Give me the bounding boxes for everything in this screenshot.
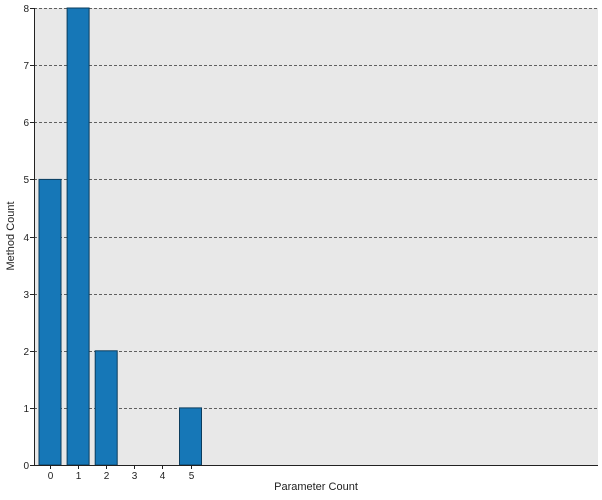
- x-tick-label: 5: [189, 471, 195, 482]
- y-tick-label: 6: [23, 118, 29, 129]
- y-tick-label: 0: [23, 461, 29, 472]
- x-tick-label: 4: [160, 471, 166, 482]
- x-axis-label: Parameter Count: [274, 481, 358, 493]
- grid-lines: [34, 8, 598, 409]
- y-tick-label: 3: [23, 290, 29, 301]
- y-tick-label: 4: [23, 233, 29, 244]
- y-axis-label: Method Count: [5, 201, 17, 270]
- plot-background: [34, 8, 598, 465]
- bar: [66, 7, 90, 466]
- y-tick-label: 2: [23, 347, 29, 358]
- bar: [94, 350, 118, 466]
- bar: [38, 178, 62, 466]
- x-tick-label: 0: [48, 471, 54, 482]
- y-tick-label: 8: [23, 4, 29, 15]
- x-tick-label: 2: [104, 471, 110, 482]
- axes: 0 1 2 3 4 5 6 7 8 0 1 2 3 4 5: [23, 4, 598, 482]
- y-tick-label: 5: [23, 175, 29, 186]
- x-tick-label: 1: [76, 471, 82, 482]
- y-tick-label: 7: [23, 61, 29, 72]
- y-tick-label: 1: [23, 404, 29, 415]
- bar: [179, 407, 202, 466]
- x-tick-label: 3: [132, 471, 138, 482]
